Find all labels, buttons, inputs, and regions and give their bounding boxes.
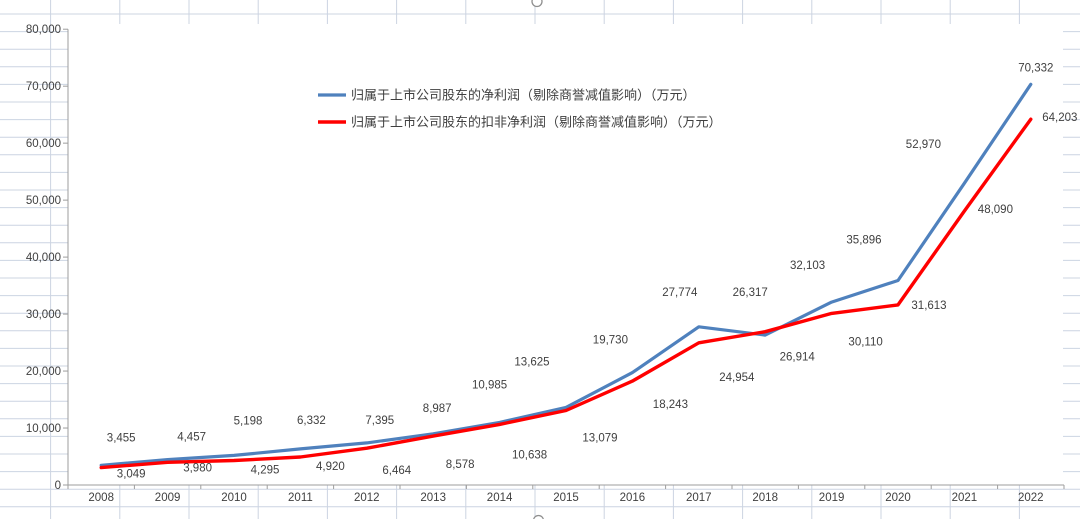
data-label: 3,049 xyxy=(117,469,146,481)
legend[interactable]: 归属于上市公司股东的净利润（剔除商誉减值影响）（万元） 归属于上市公司股东的扣非净… xyxy=(318,88,722,130)
data-label: 8,987 xyxy=(423,403,452,415)
data-label: 19,730 xyxy=(593,335,628,347)
data-label: 13,079 xyxy=(582,432,617,444)
x-tick-label: 2021 xyxy=(952,492,978,504)
y-tick-label: 20,000 xyxy=(26,366,61,378)
data-label: 48,090 xyxy=(978,204,1013,216)
series-line-1[interactable] xyxy=(99,117,1033,470)
legend-label: 归属于上市公司股东的净利润（剔除商誉减值影响）（万元） xyxy=(351,88,696,103)
data-label: 52,970 xyxy=(906,139,941,151)
data-label: 10,638 xyxy=(512,449,547,461)
data-label: 13,625 xyxy=(514,356,549,368)
chart-resize-handle-bottom[interactable] xyxy=(533,514,544,519)
x-tick-label: 2013 xyxy=(420,492,446,504)
y-tick-label: 10,000 xyxy=(26,423,61,435)
data-label: 4,920 xyxy=(316,461,345,473)
x-axis-labels: 2008 2009 2010 2011 2012 2013 2014 2015 2016 2017… xyxy=(88,492,1043,504)
x-tick-label: 2020 xyxy=(885,492,911,504)
y-tick-label: 80,000 xyxy=(26,24,61,36)
data-label: 30,110 xyxy=(848,336,882,348)
data-label: 4,457 xyxy=(177,432,206,444)
y-tick-label: 0 xyxy=(55,480,61,492)
data-label: 6,332 xyxy=(297,415,326,427)
legend-label: 归属于上市公司股东的扣非净利润（剔除商誉减值影响）（万元） xyxy=(351,115,722,130)
x-tick-label: 2011 xyxy=(288,492,313,504)
y-tick-label: 40,000 xyxy=(26,252,61,264)
legend-item-0[interactable]: 归属于上市公司股东的净利润（剔除商誉减值影响）（万元） xyxy=(318,88,696,103)
y-tick-label: 30,000 xyxy=(26,309,61,321)
data-labels-series-1: 3,049 3,980 4,295 4,920 6,464 8,578 10,638 13,0… xyxy=(117,112,1078,480)
data-label: 3,980 xyxy=(183,462,212,474)
x-tick-label: 2019 xyxy=(819,492,845,504)
x-tick-label: 2016 xyxy=(620,492,646,504)
data-label: 6,464 xyxy=(382,465,411,477)
x-tick-label: 2008 xyxy=(88,492,114,504)
x-tick-label: 2017 xyxy=(686,492,712,504)
data-label: 10,985 xyxy=(472,379,507,391)
data-label: 7,395 xyxy=(365,415,394,427)
data-label: 64,203 xyxy=(1042,112,1077,124)
data-label: 8,578 xyxy=(446,459,475,471)
data-label: 35,896 xyxy=(846,234,881,246)
data-label: 70,332 xyxy=(1018,62,1053,74)
y-tick-label: 60,000 xyxy=(26,138,61,150)
data-label: 5,198 xyxy=(234,415,263,427)
x-tick-label: 2009 xyxy=(155,492,181,504)
x-tick-label: 2014 xyxy=(487,492,513,504)
x-tick-label: 2022 xyxy=(1018,492,1044,504)
y-tick-label: 70,000 xyxy=(26,81,61,93)
axes xyxy=(63,28,1065,489)
data-label: 3,455 xyxy=(107,432,136,444)
legend-item-1[interactable]: 归属于上市公司股东的扣非净利润（剔除商誉减值影响）（万元） xyxy=(318,115,722,130)
x-tick-label: 2015 xyxy=(553,492,579,504)
y-tick-label: 50,000 xyxy=(26,195,61,207)
series-line-0[interactable] xyxy=(99,82,1033,467)
data-label: 31,613 xyxy=(911,300,946,312)
x-tick-label: 2018 xyxy=(752,492,778,504)
x-tick-label: 2010 xyxy=(221,492,247,504)
data-labels-series-0: 3,455 4,457 5,198 6,332 7,395 8,987 10,985 13,6… xyxy=(107,62,1054,444)
chart-resize-handle-top[interactable] xyxy=(531,0,543,8)
data-label: 24,954 xyxy=(719,372,755,384)
data-label: 18,243 xyxy=(653,399,688,411)
data-label: 32,103 xyxy=(790,260,825,272)
data-label: 26,317 xyxy=(733,287,768,299)
x-tick-label: 2012 xyxy=(354,492,380,504)
y-axis-labels: 0 10,000 20,000 30,000 40,000 50,000 60,000 70,… xyxy=(26,24,61,492)
data-label: 26,914 xyxy=(780,352,816,364)
data-label: 27,774 xyxy=(662,287,698,299)
data-label: 4,295 xyxy=(251,465,280,477)
